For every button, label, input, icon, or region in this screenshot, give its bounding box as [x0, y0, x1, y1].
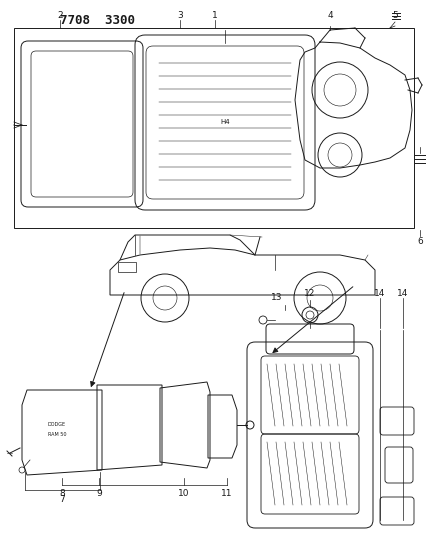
- Text: 8: 8: [59, 489, 65, 497]
- Bar: [14, 28, 414, 228]
- Text: 14: 14: [374, 288, 386, 297]
- Text: 11: 11: [221, 489, 233, 497]
- Text: 14: 14: [397, 288, 409, 297]
- Text: DODGE: DODGE: [48, 423, 66, 427]
- Text: 9: 9: [96, 489, 102, 497]
- Text: 12: 12: [304, 288, 316, 297]
- Text: 6: 6: [417, 238, 423, 246]
- Text: 10: 10: [178, 489, 190, 497]
- Text: 7: 7: [59, 496, 65, 505]
- Text: 13: 13: [271, 294, 283, 303]
- Text: 1: 1: [212, 11, 218, 20]
- Text: 5: 5: [392, 11, 398, 20]
- Text: 3: 3: [177, 11, 183, 20]
- Text: 7708  3300: 7708 3300: [60, 14, 135, 27]
- Text: 4: 4: [327, 11, 333, 20]
- Text: 2: 2: [57, 11, 63, 20]
- Text: H4: H4: [220, 119, 230, 125]
- Text: RAM 50: RAM 50: [48, 432, 66, 438]
